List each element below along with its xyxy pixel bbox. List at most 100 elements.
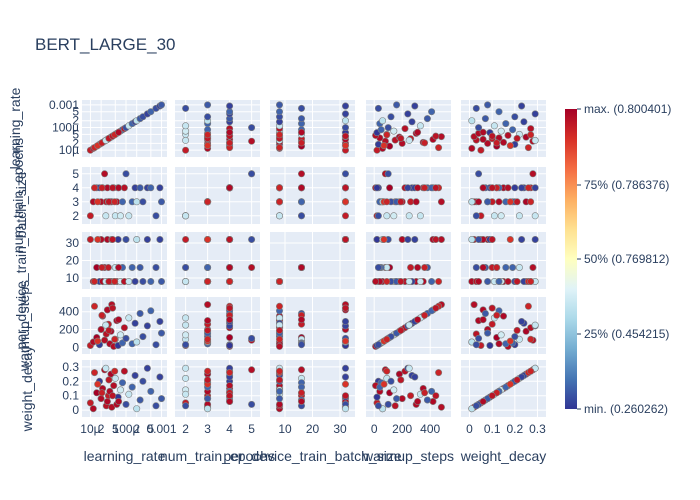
x-tick-label: 20 (306, 422, 320, 436)
x-tick-label: 0.1 (484, 422, 501, 436)
scatter-point (275, 144, 283, 152)
scatter-point (105, 277, 113, 285)
scatter-point (111, 277, 119, 285)
scatter-point (374, 402, 382, 410)
scatter-point (204, 335, 212, 343)
scatter-point (204, 131, 212, 139)
scatter-point (341, 212, 349, 220)
scatter-point (518, 102, 526, 110)
scatter-point (91, 277, 99, 285)
scatter-point (437, 198, 445, 206)
scatter-point (158, 277, 166, 285)
scatter-point (374, 341, 382, 349)
scatter-point (143, 236, 151, 244)
scatter-point (182, 321, 190, 329)
scatter-point (495, 198, 503, 206)
scatter-point (182, 122, 190, 130)
scatter-point (475, 236, 483, 244)
scatter-point (98, 311, 106, 319)
scatter-point (416, 122, 424, 130)
scatter-point (158, 198, 166, 206)
x-tick-label: 400 (420, 422, 440, 436)
scatter-point (432, 236, 440, 244)
scatter-point (204, 101, 212, 109)
scatter-point (509, 263, 517, 271)
scatter-point (91, 302, 99, 310)
scatter-point (405, 212, 413, 220)
panel-warmup_steps-vs-num_train_epochs (175, 297, 260, 354)
scatter-point (432, 132, 440, 140)
scatter-point (468, 236, 476, 244)
scatter-point (527, 335, 535, 343)
y-axis-title-weight_decay: weight_decay (19, 346, 35, 433)
y-tick-label: 3 (72, 195, 79, 209)
panel-num_train_epochs-vs-learning_rate (82, 167, 167, 224)
scatter-point (416, 212, 424, 220)
scatter-point (488, 184, 496, 192)
scatter-point (182, 236, 190, 244)
x-tick-label: 10 (278, 422, 292, 436)
scatter-point (341, 170, 349, 178)
scatter-point (404, 184, 412, 192)
scatter-point (341, 102, 349, 110)
scatter-point (421, 389, 429, 397)
scatter-point (468, 144, 476, 152)
scatter-point (511, 184, 519, 192)
scatter-point (421, 139, 429, 147)
scatter-point (204, 236, 212, 244)
scatter-point (414, 316, 422, 324)
scatter-point (397, 376, 405, 384)
panel-warmup_steps-vs-weight_decay (461, 297, 546, 354)
scatter-point (136, 263, 144, 271)
scatter-point (509, 126, 517, 134)
scatter-point (475, 124, 483, 132)
scatter-point (111, 367, 119, 375)
scatter-point (468, 198, 476, 206)
scatter-point (275, 302, 283, 310)
y-tick-label: 400 (59, 305, 79, 319)
scatter-point (297, 170, 305, 178)
x-tick-label: 30 (333, 422, 347, 436)
x-axis-title-per_device_train_batch_size: per_device_train_batch_size (223, 448, 401, 464)
scatter-point (275, 387, 283, 395)
scatter-point (414, 397, 422, 405)
scatter-point (204, 142, 212, 150)
scatter-point (89, 405, 97, 413)
scatter-point (226, 333, 234, 341)
scatter-point (226, 304, 234, 312)
y-tick-label: 4 (72, 181, 79, 195)
y-tick-label: 0.2 (62, 374, 79, 388)
scatter-point (384, 170, 392, 178)
scatter-point (204, 263, 212, 271)
scatter-point (131, 319, 139, 327)
scatter-point (226, 128, 234, 136)
scatter-point (488, 236, 496, 244)
scatter-point (91, 184, 99, 192)
scatter-point (383, 367, 391, 375)
scatter-point (421, 311, 429, 319)
scatter-point (131, 371, 139, 379)
scatter-point (383, 335, 391, 343)
y-tick-label: 5 (72, 105, 79, 119)
scatter-point (495, 277, 503, 285)
scatter-point (404, 236, 412, 244)
scatter-point (391, 402, 399, 410)
x-tick-label: 100µ (113, 422, 140, 436)
scatter-point (117, 212, 125, 220)
scatter-point (182, 136, 190, 144)
x-tick-label: 0.3 (529, 422, 546, 436)
scatter-point (397, 326, 405, 334)
scatter-point (103, 397, 111, 405)
scatter-point (275, 335, 283, 343)
scatter-point (380, 380, 388, 388)
scatter-point (407, 263, 415, 271)
scatter-point (120, 367, 128, 375)
scatter-point (94, 380, 102, 388)
scatter-point (182, 146, 190, 154)
x-tick-label: 0.001 (147, 422, 177, 436)
x-tick-label: 5 (248, 422, 255, 436)
scatter-point (226, 139, 234, 147)
scatter-point (226, 392, 234, 400)
scatter-point (481, 309, 489, 317)
